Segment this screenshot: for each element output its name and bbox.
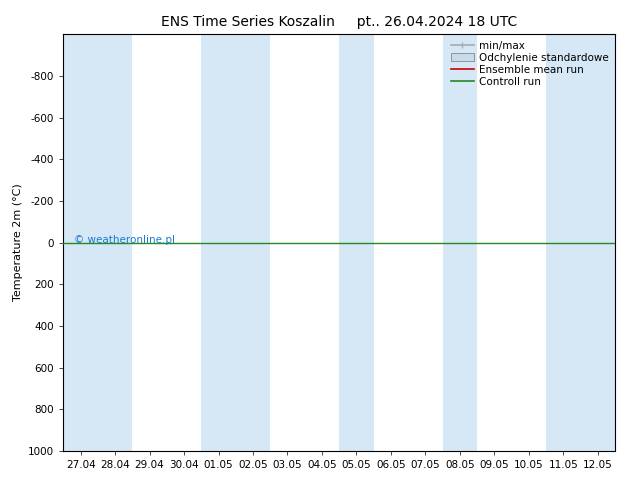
- Bar: [63, 34, 98, 451]
- Bar: [546, 34, 581, 451]
- Legend: min/max, Odchylenie standardowe, Ensemble mean run, Controll run: min/max, Odchylenie standardowe, Ensembl…: [447, 36, 613, 91]
- Text: © weatheronline.pl: © weatheronline.pl: [74, 236, 176, 245]
- Bar: [443, 34, 477, 451]
- Title: ENS Time Series Koszalin     pt.. 26.04.2024 18 UTC: ENS Time Series Koszalin pt.. 26.04.2024…: [161, 15, 517, 29]
- Bar: [236, 34, 270, 451]
- Bar: [98, 34, 133, 451]
- Y-axis label: Temperature 2m (°C): Temperature 2m (°C): [13, 184, 23, 301]
- Bar: [581, 34, 615, 451]
- Bar: [339, 34, 373, 451]
- Bar: [202, 34, 236, 451]
